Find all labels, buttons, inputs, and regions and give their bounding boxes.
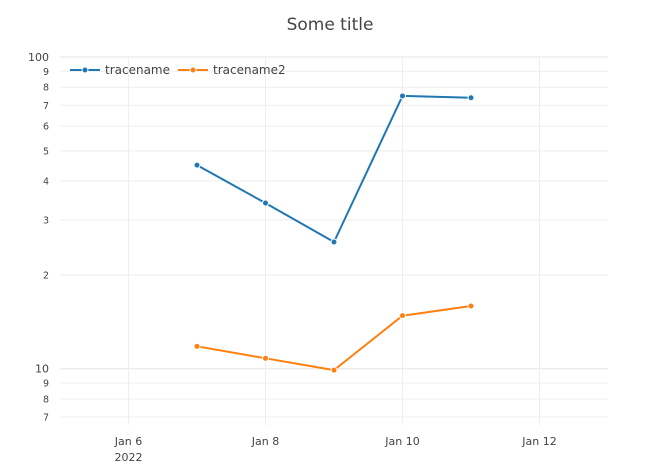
y-tick-label: 7 [43,101,49,112]
data-point[interactable] [330,238,338,246]
legend-label: tracename2 [213,63,286,77]
data-point[interactable] [262,199,269,207]
x-axis: Jan 6 2022 Jan 8 Jan 10 Jan 12 [114,435,557,464]
y-tick-label: 9 [43,67,49,78]
legend-swatch-marker [81,66,89,74]
y-axis: 7 8 9 2 3 4 5 6 7 8 9 10 100 [28,51,49,424]
data-point[interactable] [193,161,201,169]
y-tick-label: 8 [43,83,49,94]
y-tick-label: 2 [43,270,49,281]
y-tick-label: 6 [43,122,49,133]
y-tick-label: 5 [43,146,49,157]
legend[interactable]: tracename tracename2 [70,63,286,77]
y-tick-label: 9 [43,379,49,390]
x-tick-label: Jan 10 [384,435,419,448]
x-tick-label: Jan 6 [114,435,142,448]
legend-label: tracename [105,63,170,77]
data-point[interactable] [399,312,406,320]
data-point[interactable] [467,94,475,102]
y-tick-label: 4 [43,177,49,188]
y-tick-label: 100 [28,51,49,64]
x-tick-label: Jan 8 [251,435,279,448]
grid-lines [60,56,608,425]
series-layer [193,92,475,374]
data-point[interactable] [193,342,201,350]
chart-title: Some title [287,15,374,35]
series-line-2 [196,305,472,372]
y-tick-label: 8 [43,394,49,405]
y-tick-label: 3 [43,216,49,227]
data-point[interactable] [399,92,406,100]
y-tick-label: 10 [35,363,49,376]
data-point[interactable] [262,354,269,362]
y-tick-label: 7 [43,413,49,424]
legend-item[interactable]: tracename [70,63,170,77]
legend-swatch-marker [189,66,197,74]
legend-item[interactable]: tracename2 [178,63,286,77]
x-tick-label: Jan 12 [521,435,556,448]
data-point[interactable] [330,366,338,374]
data-point[interactable] [467,302,475,310]
x-tick-year: 2022 [115,451,143,464]
